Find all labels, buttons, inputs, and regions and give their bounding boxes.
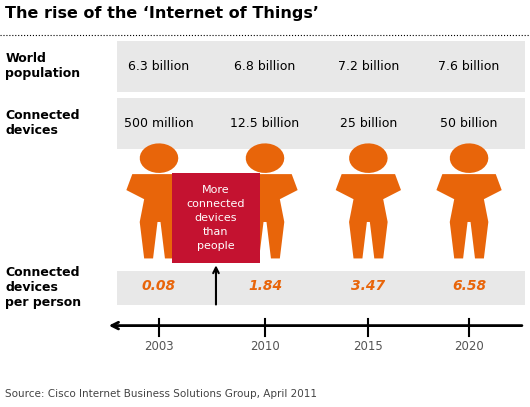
Text: World
population: World population bbox=[5, 52, 81, 80]
Text: 6.3 billion: 6.3 billion bbox=[128, 60, 190, 72]
Text: 2010: 2010 bbox=[250, 340, 280, 353]
Text: 6.8 billion: 6.8 billion bbox=[234, 60, 296, 72]
Text: 7.2 billion: 7.2 billion bbox=[338, 60, 399, 72]
Text: The rise of the ‘Internet of Things’: The rise of the ‘Internet of Things’ bbox=[5, 6, 319, 21]
Text: 500 million: 500 million bbox=[124, 117, 194, 129]
Bar bbox=[117, 41, 525, 92]
Text: 7.6 billion: 7.6 billion bbox=[438, 60, 500, 72]
Text: 1.84: 1.84 bbox=[248, 279, 282, 293]
Text: 2015: 2015 bbox=[354, 340, 383, 353]
Bar bbox=[172, 173, 260, 263]
Polygon shape bbox=[126, 174, 192, 258]
Text: 3.47: 3.47 bbox=[351, 279, 385, 293]
Polygon shape bbox=[232, 174, 298, 258]
Text: 2020: 2020 bbox=[454, 340, 484, 353]
Text: More
connected
devices
than
people: More connected devices than people bbox=[187, 185, 245, 251]
Polygon shape bbox=[140, 143, 178, 173]
Text: Source: Cisco Internet Business Solutions Group, April 2011: Source: Cisco Internet Business Solution… bbox=[5, 389, 317, 399]
Polygon shape bbox=[436, 174, 502, 258]
Polygon shape bbox=[349, 143, 387, 173]
Text: Connected
devices
per person: Connected devices per person bbox=[5, 267, 82, 309]
Bar bbox=[117, 98, 525, 149]
Text: 2003: 2003 bbox=[144, 340, 174, 353]
Text: 12.5 billion: 12.5 billion bbox=[231, 117, 299, 129]
Polygon shape bbox=[335, 174, 401, 258]
Polygon shape bbox=[450, 143, 488, 173]
Text: 25 billion: 25 billion bbox=[340, 117, 397, 129]
Polygon shape bbox=[246, 143, 284, 173]
Text: 50 billion: 50 billion bbox=[440, 117, 498, 129]
Text: 6.58: 6.58 bbox=[452, 279, 486, 293]
Bar bbox=[117, 271, 525, 305]
Text: Connected
devices: Connected devices bbox=[5, 109, 80, 137]
Text: 0.08: 0.08 bbox=[142, 279, 176, 293]
